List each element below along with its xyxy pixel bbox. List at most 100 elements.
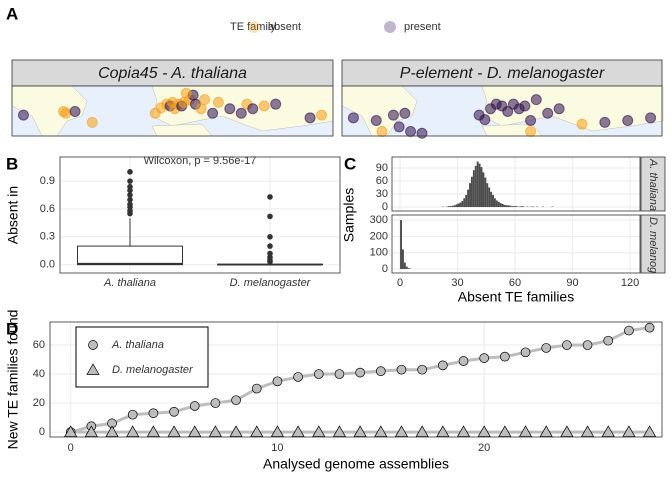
outlier [127, 169, 133, 175]
marker [622, 425, 636, 437]
outlier [267, 213, 273, 220]
legend-box [75, 326, 209, 388]
marker [229, 425, 243, 437]
hist-bar [503, 204, 506, 208]
marker [291, 425, 305, 437]
outlier [267, 234, 273, 240]
marker [272, 376, 283, 387]
y-tick-label: 100 [370, 247, 388, 259]
hist-bar [520, 206, 523, 208]
hist-bar [463, 198, 466, 208]
marker [642, 425, 657, 437]
x-tick-label: D. melanogaster [230, 277, 312, 289]
hist-bar [449, 206, 452, 208]
sample-point [576, 118, 588, 130]
marker [644, 322, 655, 333]
x-tick-label: A. thaliana [103, 277, 156, 289]
legend-label: absent [268, 21, 301, 33]
y-tick-label: 200 [370, 230, 388, 242]
marker [374, 425, 388, 437]
x-tick-label: 120 [621, 277, 639, 289]
sample-point [553, 103, 565, 115]
marker [189, 401, 200, 411]
hist-bar [451, 205, 454, 208]
hist-bar [509, 205, 512, 208]
sample-point [502, 105, 514, 117]
hist-bar [459, 202, 462, 208]
marker [332, 425, 347, 437]
panel-tag: A [6, 4, 18, 23]
panel-border [11, 85, 334, 137]
marker [167, 425, 181, 437]
marker [396, 364, 407, 375]
hist-bar [403, 262, 406, 270]
outlier [127, 196, 133, 203]
sample-point [525, 115, 537, 127]
panel-border [391, 156, 641, 212]
y-axis-title: Samples [341, 188, 357, 242]
hist-bar [400, 220, 402, 270]
marker [580, 425, 595, 437]
marker [148, 408, 159, 419]
y-tick-label: 60 [376, 175, 388, 187]
sample-point [224, 103, 236, 115]
marker [169, 406, 179, 417]
marker [270, 425, 285, 437]
sample-point [69, 105, 81, 117]
marker [375, 366, 386, 377]
marker [251, 383, 262, 394]
sample-point [258, 100, 270, 112]
marker [456, 425, 471, 437]
hist-bar [497, 201, 500, 208]
strip-clip: A. thaliana [647, 158, 659, 211]
panel-tag: B [6, 154, 18, 173]
legend-key [248, 21, 260, 33]
panel-border [391, 214, 641, 274]
outlier [127, 201, 133, 208]
marker [105, 425, 119, 437]
strip [11, 59, 334, 87]
panel-tag: C [344, 154, 356, 173]
sample-point [370, 115, 382, 127]
sample-point [180, 87, 192, 99]
strip-clip: D. melanogaster [647, 217, 659, 273]
strip-title: Copia45 - A. thaliana [98, 65, 247, 82]
marker [562, 340, 572, 350]
hist-bar [501, 203, 504, 208]
legend-title: TE family [230, 21, 276, 33]
sample-point [199, 94, 211, 106]
x-tick-label: 60 [509, 277, 521, 289]
marker [603, 335, 614, 346]
hist-bar [482, 172, 485, 208]
sample-point [393, 121, 405, 133]
marker [84, 425, 98, 437]
hist-bar [405, 266, 408, 270]
sample-point [316, 109, 328, 121]
legend-key [384, 21, 396, 33]
hist-bar [474, 165, 477, 208]
hist-bar [472, 170, 475, 208]
hist-bar [457, 203, 460, 208]
panel-border [341, 85, 663, 137]
hist-bar [490, 191, 493, 208]
hist-bar [499, 203, 502, 208]
marker [437, 360, 448, 371]
y-tick-label: 0.0 [40, 259, 55, 271]
outlier [127, 178, 133, 184]
marker [498, 425, 512, 437]
hist-bar [492, 194, 494, 208]
strip-title: P-element - D. melanogaster [400, 65, 605, 82]
marker [560, 425, 574, 437]
strip [640, 156, 666, 212]
y-tick-label: 300 [370, 214, 388, 226]
marker [417, 364, 428, 375]
marker [479, 353, 490, 363]
x-tick-label: 20 [478, 442, 490, 454]
marker [500, 351, 510, 362]
marker [231, 395, 241, 406]
marker [477, 425, 491, 437]
hist-bar [453, 205, 456, 208]
sample-point [542, 107, 554, 119]
hist-bar [467, 189, 470, 208]
marker [458, 356, 469, 366]
